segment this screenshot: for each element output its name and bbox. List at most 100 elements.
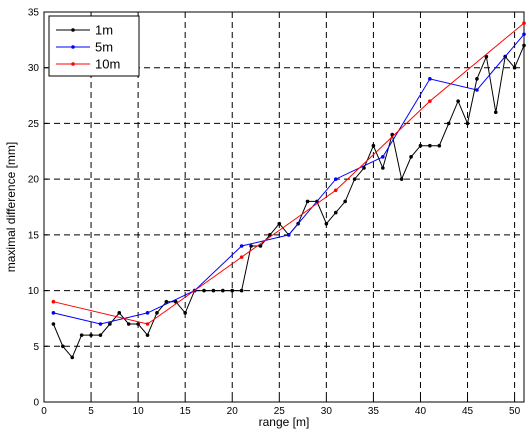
legend-marker — [71, 28, 75, 32]
y-tick-label: 5 — [33, 342, 39, 353]
data-point — [446, 121, 451, 126]
data-point — [239, 288, 244, 293]
series-1m — [51, 43, 526, 360]
series-group — [51, 21, 526, 360]
data-point — [145, 311, 150, 315]
data-point — [428, 77, 432, 81]
y-tick-label: 35 — [28, 8, 40, 19]
data-point — [333, 188, 338, 193]
data-point — [61, 344, 65, 349]
data-point — [362, 166, 366, 170]
y-tick-label: 30 — [28, 63, 40, 74]
data-point — [343, 199, 347, 204]
data-point — [108, 322, 112, 326]
y-tick-label: 25 — [28, 119, 40, 130]
data-point — [493, 110, 498, 115]
x-tick-label: 50 — [509, 406, 521, 417]
data-point — [286, 233, 291, 237]
data-point — [371, 143, 376, 148]
data-point — [51, 311, 56, 315]
legend-marker — [71, 62, 75, 66]
data-point — [126, 322, 131, 326]
data-point — [239, 255, 244, 259]
data-point — [98, 333, 103, 337]
x-tick-label: 30 — [321, 406, 333, 417]
y-tick-label: 15 — [28, 230, 40, 241]
data-point — [136, 322, 140, 326]
data-point — [522, 43, 526, 48]
data-point — [437, 143, 442, 148]
data-point — [221, 288, 225, 293]
y-tick-label: 10 — [28, 286, 40, 297]
data-point — [239, 244, 244, 248]
data-point — [418, 143, 423, 148]
legend: 1m 5m 10m — [48, 15, 140, 77]
data-point — [145, 333, 150, 337]
series-line — [53, 22, 525, 325]
data-point — [428, 143, 432, 148]
data-point — [522, 32, 526, 37]
legend-label: 5m — [95, 40, 113, 55]
x-tick-label: 40 — [415, 406, 427, 417]
data-point — [89, 333, 93, 337]
data-point — [475, 88, 479, 92]
x-tick-label: 20 — [227, 406, 239, 417]
legend-marker — [71, 45, 75, 49]
data-point — [155, 311, 159, 315]
legend-label: 10m — [95, 57, 120, 72]
data-point — [202, 288, 206, 293]
data-point — [465, 121, 470, 126]
data-point — [409, 155, 413, 159]
legend-item: 1m — [56, 23, 113, 38]
data-point — [145, 322, 150, 326]
legend-item: 10m — [56, 57, 120, 72]
data-point — [305, 199, 310, 204]
data-point — [268, 233, 272, 237]
data-point — [475, 77, 479, 81]
data-point — [249, 244, 253, 248]
data-point — [522, 21, 526, 25]
data-point — [79, 333, 84, 337]
data-point — [117, 311, 122, 315]
series-5m — [51, 32, 526, 326]
data-point — [173, 299, 178, 304]
data-point — [277, 221, 282, 226]
y-tick-label: 20 — [28, 175, 40, 186]
data-point — [399, 177, 404, 181]
x-tick-label: 35 — [368, 406, 380, 417]
series-line — [52, 45, 525, 359]
data-point — [211, 288, 216, 293]
x-axis-label: range [m] — [259, 415, 310, 429]
x-tick-label: 45 — [462, 406, 474, 417]
x-tick-label: 25 — [274, 406, 286, 417]
data-point — [324, 221, 329, 226]
data-point — [164, 299, 169, 304]
data-point — [381, 155, 385, 159]
x-tick-label: 0 — [41, 406, 47, 417]
y-tick-label: 0 — [33, 398, 39, 409]
data-point — [98, 322, 103, 326]
plot-area-frame — [43, 11, 525, 403]
data-point — [258, 244, 263, 248]
data-point — [51, 299, 56, 304]
data-point — [352, 177, 357, 181]
data-point — [381, 166, 385, 170]
x-tick-label: 5 — [88, 406, 94, 417]
x-tick-label: 15 — [180, 406, 192, 417]
data-point — [512, 65, 517, 70]
series-10m — [51, 21, 526, 326]
data-point — [333, 177, 338, 181]
y-axis-label: maximal difference [mm] — [4, 142, 18, 272]
data-point — [456, 99, 460, 103]
data-point — [183, 311, 187, 315]
axis-ticks: 0 5 10 15 20 25 30 35 40 45 50 0 5 10 15 20 25 30 35 — [28, 8, 521, 418]
legend-item: 5m — [56, 40, 113, 55]
data-point — [428, 99, 432, 103]
data-point — [333, 210, 338, 215]
grid — [44, 12, 524, 402]
data-point — [70, 355, 75, 360]
data-point — [51, 322, 56, 326]
data-point — [230, 288, 235, 293]
x-tick-label: 10 — [133, 406, 145, 417]
